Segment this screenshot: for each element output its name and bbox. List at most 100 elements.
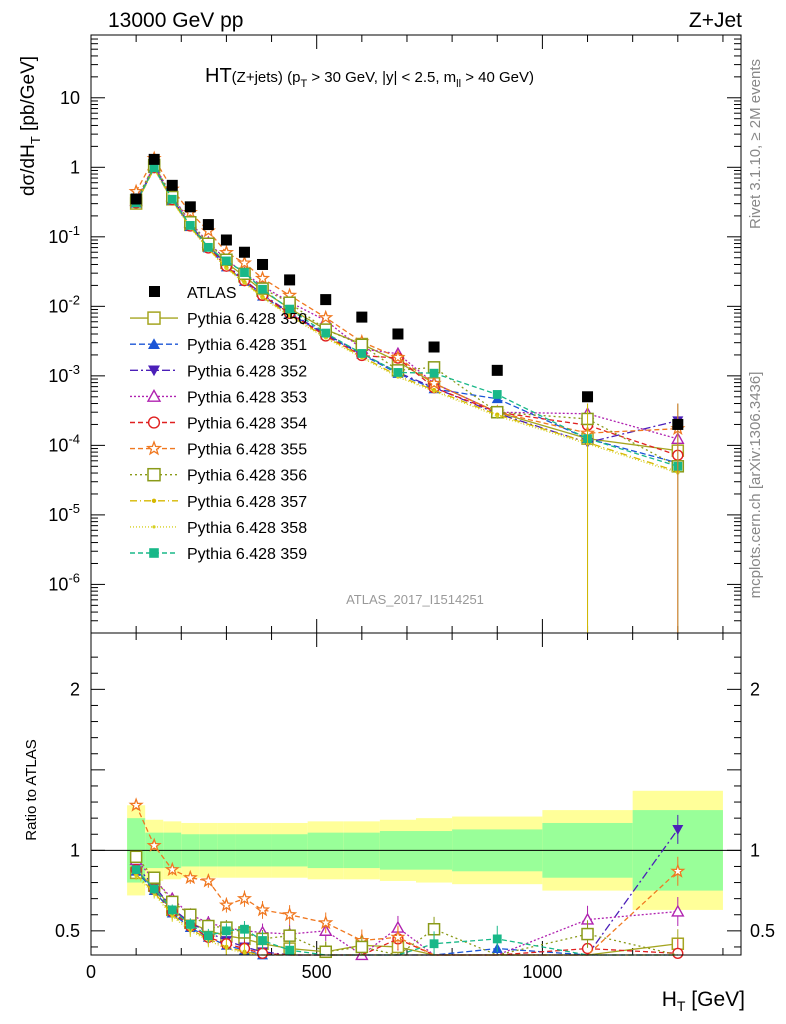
series-point-main [495, 414, 499, 418]
series-point-main [288, 314, 292, 318]
series-point-ratio [182, 869, 198, 885]
data-point [148, 153, 160, 165]
data-point [202, 219, 214, 231]
series-point-ratio [319, 945, 332, 959]
series-point-main [240, 268, 249, 277]
legend-marker [147, 416, 161, 429]
series-point-main [258, 284, 267, 294]
legend-label: Pythia 6.428 357 [187, 494, 307, 511]
series-point-ratio [164, 861, 180, 877]
series-point-ratio [224, 946, 229, 951]
series-point-main [167, 194, 177, 204]
legend-label: Pythia 6.428 359 [187, 546, 307, 563]
y-tick-exp: -6 [68, 570, 80, 585]
data-point [392, 328, 404, 340]
series-point-ratio [671, 904, 685, 917]
data-point [672, 418, 684, 430]
x-tick-label: 500 [302, 962, 332, 982]
x-tick-label: 0 [86, 962, 96, 982]
series-point-ratio [258, 936, 267, 945]
series-point-main [432, 389, 436, 393]
series-point-ratio [355, 940, 369, 954]
data-point [130, 193, 142, 205]
data-point [428, 341, 440, 353]
mcplots-label: mcplots.cern.ch [arXiv:1306.3436] [747, 372, 764, 599]
main-frame [90, 34, 742, 634]
plot-title-paren: (Z+jets) (p [232, 69, 301, 86]
y-tick-exp: -2 [68, 292, 80, 307]
analysis-label: ATLAS_2017_I1514251 [346, 592, 484, 607]
y-tick-exp: -4 [68, 431, 80, 446]
legend-label: Pythia 6.428 355 [187, 442, 307, 459]
legend-marker [149, 286, 160, 297]
series-point-ratio [188, 929, 192, 933]
series-point-ratio [672, 947, 684, 960]
data-point [220, 234, 232, 246]
header-right: Z+Jet [689, 9, 742, 32]
series-line-main [135, 166, 678, 467]
series-line-main [135, 157, 678, 434]
ratio-frame [90, 632, 742, 956]
legend-label: Pythia 6.428 350 [187, 311, 307, 328]
series-point-ratio [222, 926, 231, 936]
legend-label: Pythia 6.428 354 [187, 416, 307, 433]
x-axis-label-sub: T [677, 998, 686, 1014]
series-point-ratio [390, 929, 406, 944]
series-point-ratio [131, 865, 141, 875]
y-tick-exp: -1 [68, 223, 80, 238]
series-line-main [135, 163, 679, 467]
plot-title-sub-t: T [300, 78, 307, 90]
series-point-ratio [129, 850, 143, 864]
series-point-main [492, 390, 502, 399]
series-point-main [285, 304, 295, 314]
ratio-panel: 0 500 1000 2 2 1 1 0.5 0.5 [55, 633, 775, 982]
y-tick-base: 10 [48, 574, 68, 594]
legend-marker [149, 548, 159, 558]
y-tick-label-ratio-right: 2 [750, 679, 760, 699]
plot-title-main: HT [205, 65, 232, 87]
legend-marker [147, 311, 161, 325]
series-point-main [149, 163, 159, 173]
y-tick-label-ratio: 2 [70, 679, 80, 699]
legend-marker [147, 467, 161, 482]
y-tick-label-main: 10 [60, 88, 80, 108]
main-ylabel: dσ/dHT [pb/GeV] [18, 56, 43, 196]
plot-title-sub-ll: ll [456, 78, 461, 90]
series-point-main [224, 266, 229, 271]
series-point-main [254, 270, 271, 285]
y-tick-base: 10 [48, 435, 68, 455]
series-point-ratio [240, 924, 249, 934]
y-tick-exp: -5 [68, 501, 80, 516]
series-point-main [203, 242, 213, 252]
series-point-ratio [492, 934, 502, 944]
series-point-main [393, 368, 403, 377]
y-tick-label-main: 10-1 [48, 223, 80, 247]
series-point-ratio [242, 951, 247, 955]
series-point-main [222, 256, 231, 266]
series-point-ratio [581, 927, 594, 941]
series-point-ratio [283, 929, 296, 942]
y-tick-label-ratio-right: 0.5 [750, 921, 775, 941]
main-ylabel-main: dσ/dH [18, 144, 39, 196]
series-point-ratio [149, 884, 159, 894]
legend-label: Pythia 6.428 351 [187, 337, 307, 354]
series-point-main [318, 309, 334, 325]
y-tick-label-main: 10-2 [48, 292, 80, 316]
series-point-main [185, 221, 195, 230]
y-tick-label-main: 10-4 [48, 431, 80, 455]
legend-marker [145, 440, 163, 456]
plot-title-end: > 40 GeV) [461, 69, 534, 86]
legend-label: Pythia 6.428 352 [187, 363, 307, 380]
y-tick-base: 10 [48, 296, 68, 316]
series-point-ratio [170, 914, 174, 918]
series-point-ratio [218, 897, 235, 912]
legend-label: ATLAS [187, 285, 237, 302]
data-point [356, 311, 368, 323]
data-point [238, 246, 250, 258]
legend-marker [152, 525, 156, 529]
series-point-ratio [670, 863, 686, 878]
x-axis-label: HT [GeV] [662, 988, 745, 1014]
y-tick-base: 10 [48, 366, 68, 386]
y-tick-label-ratio: 1 [70, 840, 80, 860]
